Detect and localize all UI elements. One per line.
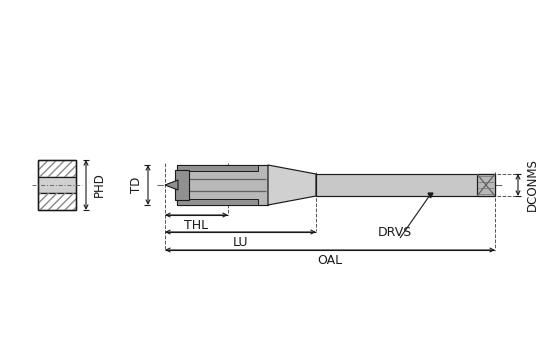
Bar [177, 165, 268, 205]
Text: DCONMS: DCONMS [526, 158, 539, 211]
Bar [38, 193, 76, 210]
Polygon shape [268, 165, 316, 205]
Text: PHD: PHD [93, 172, 105, 197]
Text: LU: LU [233, 235, 248, 248]
Bar [177, 165, 258, 171]
Text: THL: THL [184, 219, 209, 231]
Bar [38, 177, 76, 193]
Text: TD: TD [130, 177, 142, 193]
Text: DRVS: DRVS [378, 225, 412, 239]
Bar [177, 199, 258, 205]
Polygon shape [165, 180, 178, 190]
Bar [38, 160, 76, 210]
Bar [38, 160, 76, 177]
Bar [316, 174, 495, 196]
Bar [477, 174, 495, 196]
Bar [175, 170, 189, 200]
Text: OAL: OAL [317, 253, 343, 266]
Bar [38, 193, 76, 210]
Bar [38, 160, 76, 177]
